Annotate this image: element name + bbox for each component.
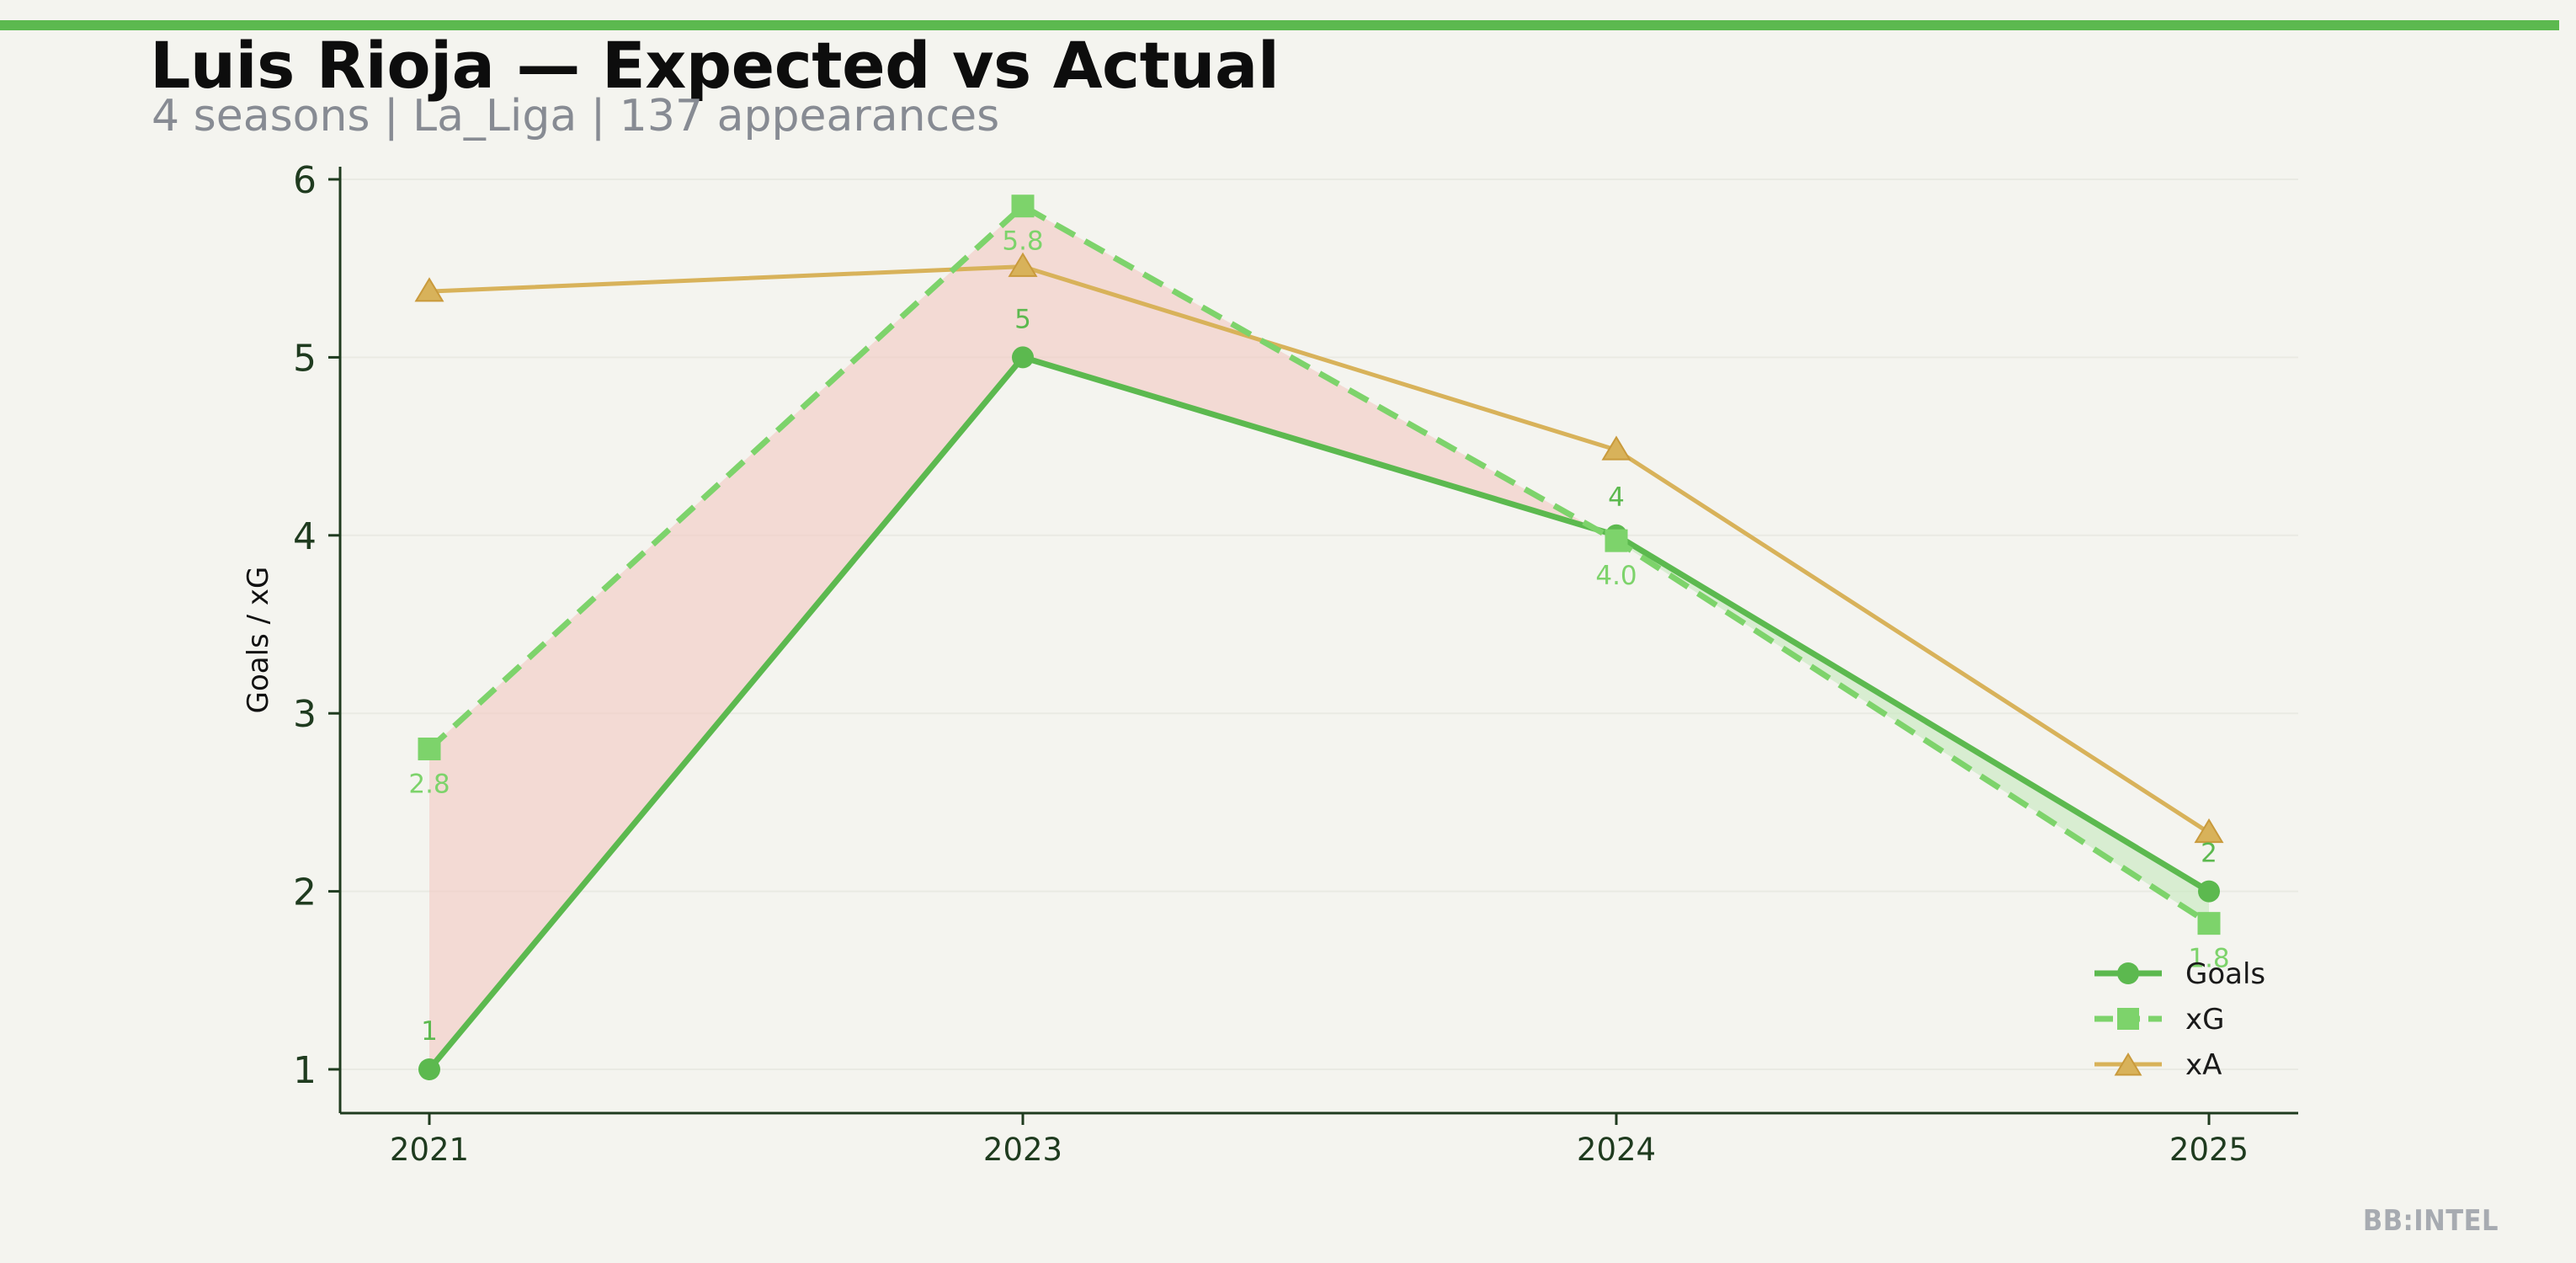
page-title: Luis Rioja — Expected vs Actual <box>150 28 1280 103</box>
goals-point <box>1012 346 1034 369</box>
y-tick-label: 5 <box>293 337 317 380</box>
goals-point <box>418 1058 440 1080</box>
xg-data-label: 2.8 <box>408 769 450 799</box>
xa-point <box>2194 818 2224 844</box>
legend-triangle-marker <box>2114 1052 2142 1076</box>
accent-bar <box>0 20 2559 30</box>
xg-point <box>1605 529 1628 552</box>
xa-line <box>428 264 2211 834</box>
xg-point <box>418 737 441 760</box>
xg-point <box>2197 912 2221 935</box>
legend-label: xG <box>2185 1003 2224 1037</box>
xa-point <box>1008 252 1038 277</box>
x-tick-label: 2023 <box>983 1132 1062 1168</box>
y-tick-label: 4 <box>293 515 317 558</box>
xg-line <box>427 203 2211 926</box>
y-axis-title: Goals / xG <box>242 567 275 714</box>
goals-data-label: 5 <box>1014 304 1031 334</box>
y-tick-label: 2 <box>293 871 317 914</box>
legend-label: Goals <box>2185 957 2265 991</box>
xg-data-label: 4.0 <box>1595 561 1637 591</box>
x-tick-label: 2021 <box>390 1132 469 1168</box>
goals-data-label: 1 <box>421 1016 438 1047</box>
legend-circle-marker <box>2117 962 2139 984</box>
page-subtitle: 4 seasons | La_Liga | 137 appearances <box>152 91 1000 141</box>
legend-square-marker <box>2117 1008 2139 1030</box>
xg-point <box>1011 195 1035 218</box>
goals-point <box>2198 880 2220 903</box>
goals-data-label: 2 <box>2201 839 2217 869</box>
x-tick-label: 2024 <box>1577 1132 1656 1168</box>
y-tick-label: 3 <box>293 693 317 736</box>
goals-line <box>427 354 2211 1072</box>
underperformance-fill <box>429 205 1023 1070</box>
y-tick-label: 1 <box>293 1049 317 1092</box>
xa-point <box>1601 435 1631 461</box>
legend-label: xA <box>2185 1048 2222 1082</box>
brand-watermark: BB:INTEL <box>2362 1204 2499 1238</box>
xa-point <box>414 277 444 302</box>
xg-data-label: 5.8 <box>1002 226 1043 257</box>
x-tick-label: 2025 <box>2169 1132 2249 1168</box>
goals-data-label: 4 <box>1608 482 1625 513</box>
xg-data-label: 1.8 <box>2188 944 2229 974</box>
y-tick-label: 6 <box>293 159 317 202</box>
underperformance-fill <box>1023 205 1596 530</box>
